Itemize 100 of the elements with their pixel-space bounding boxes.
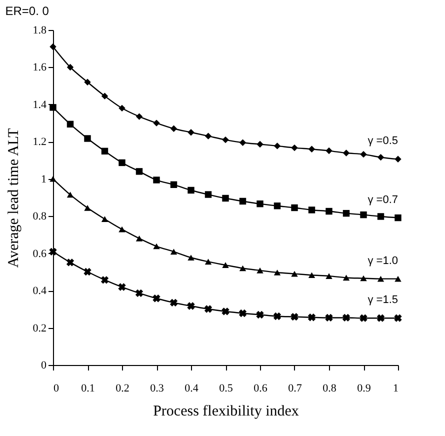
annotation: γ =1.5 (368, 294, 398, 306)
point (394, 156, 402, 163)
point (101, 148, 108, 155)
point (308, 146, 316, 152)
point (118, 104, 126, 112)
y-tick-label: 0.2 (32, 322, 46, 334)
point (377, 276, 384, 282)
point (377, 154, 384, 161)
point (66, 258, 74, 266)
point (274, 202, 281, 210)
point (273, 312, 282, 320)
point (222, 194, 229, 202)
y-tick-label: 1.8 (32, 24, 47, 36)
x-tick-label: 0.2 (116, 382, 130, 394)
point (222, 136, 229, 144)
point (274, 270, 281, 276)
point (326, 273, 332, 279)
point (376, 314, 385, 322)
x-tick-label: 0.7 (288, 382, 302, 394)
point (291, 144, 298, 152)
point (118, 159, 126, 166)
point (153, 243, 160, 250)
point (188, 129, 194, 136)
point (188, 254, 194, 261)
point (256, 310, 264, 319)
x-tick-label: 1 (393, 382, 398, 394)
y-tick-label: 0.4 (32, 285, 47, 298)
point (394, 276, 402, 282)
point (291, 270, 298, 277)
point (394, 314, 402, 322)
point (239, 198, 246, 205)
y-tick-label: 0 (41, 360, 47, 372)
point (66, 192, 74, 198)
x-tick-label: 0.9 (357, 382, 372, 394)
annotation: γ =0.7 (368, 194, 398, 206)
point (118, 283, 126, 291)
point (66, 64, 74, 71)
point (101, 92, 108, 100)
point (188, 186, 194, 194)
point (84, 268, 92, 276)
x-tick-label: 0.3 (150, 382, 164, 394)
point (84, 78, 91, 86)
point (50, 43, 56, 50)
x-tick-label: 0.6 (254, 382, 268, 394)
y-axis-title: Average lead time ALT (6, 128, 22, 268)
point (256, 268, 264, 274)
x-axis-title: Process flexibility index (153, 404, 300, 420)
point (326, 147, 332, 154)
point (136, 113, 143, 120)
point (136, 168, 143, 175)
x-tick-label: 0 (54, 382, 60, 394)
point (153, 176, 160, 184)
point (222, 308, 230, 316)
chart-title: ER=0. 0 (5, 4, 50, 18)
y-tick-label: 1 (41, 173, 46, 186)
point (101, 216, 108, 222)
point (394, 214, 402, 222)
x-tick-label: 0.5 (219, 382, 234, 394)
y-tick-label: 0.8 (32, 210, 47, 223)
point (239, 139, 246, 146)
point (342, 210, 350, 217)
x-tick-label: 0.1 (81, 382, 95, 394)
point (136, 236, 143, 242)
point (256, 200, 264, 208)
x-tick-label: 0.4 (184, 382, 199, 394)
y-tick-label: 1.6 (32, 62, 47, 74)
point (360, 275, 367, 282)
point (100, 276, 109, 284)
point (360, 211, 367, 218)
point (308, 314, 316, 322)
point (377, 213, 384, 220)
point (290, 312, 298, 321)
y-tick-label: 1.2 (32, 136, 46, 148)
point (291, 204, 298, 212)
point (239, 265, 246, 272)
point (170, 125, 178, 132)
point (204, 305, 212, 313)
point (204, 258, 212, 265)
x-tick-label: 0.8 (322, 382, 337, 394)
point (118, 226, 126, 232)
point (222, 262, 229, 268)
point (325, 314, 333, 322)
y-tick-label: 0.6 (32, 248, 47, 260)
point (187, 302, 195, 310)
point (326, 208, 332, 215)
annotation: γ =1.0 (368, 254, 398, 267)
point (342, 314, 350, 322)
point (342, 274, 350, 281)
point (360, 150, 367, 158)
annotation: γ =0.5 (368, 135, 398, 148)
point (204, 132, 212, 140)
point (153, 120, 160, 126)
y-tick-label: 1.4 (32, 98, 47, 111)
point (274, 142, 281, 150)
point (170, 181, 178, 188)
point (342, 150, 350, 156)
point (204, 191, 212, 198)
point (84, 205, 91, 211)
point (152, 294, 160, 302)
point (360, 314, 368, 322)
